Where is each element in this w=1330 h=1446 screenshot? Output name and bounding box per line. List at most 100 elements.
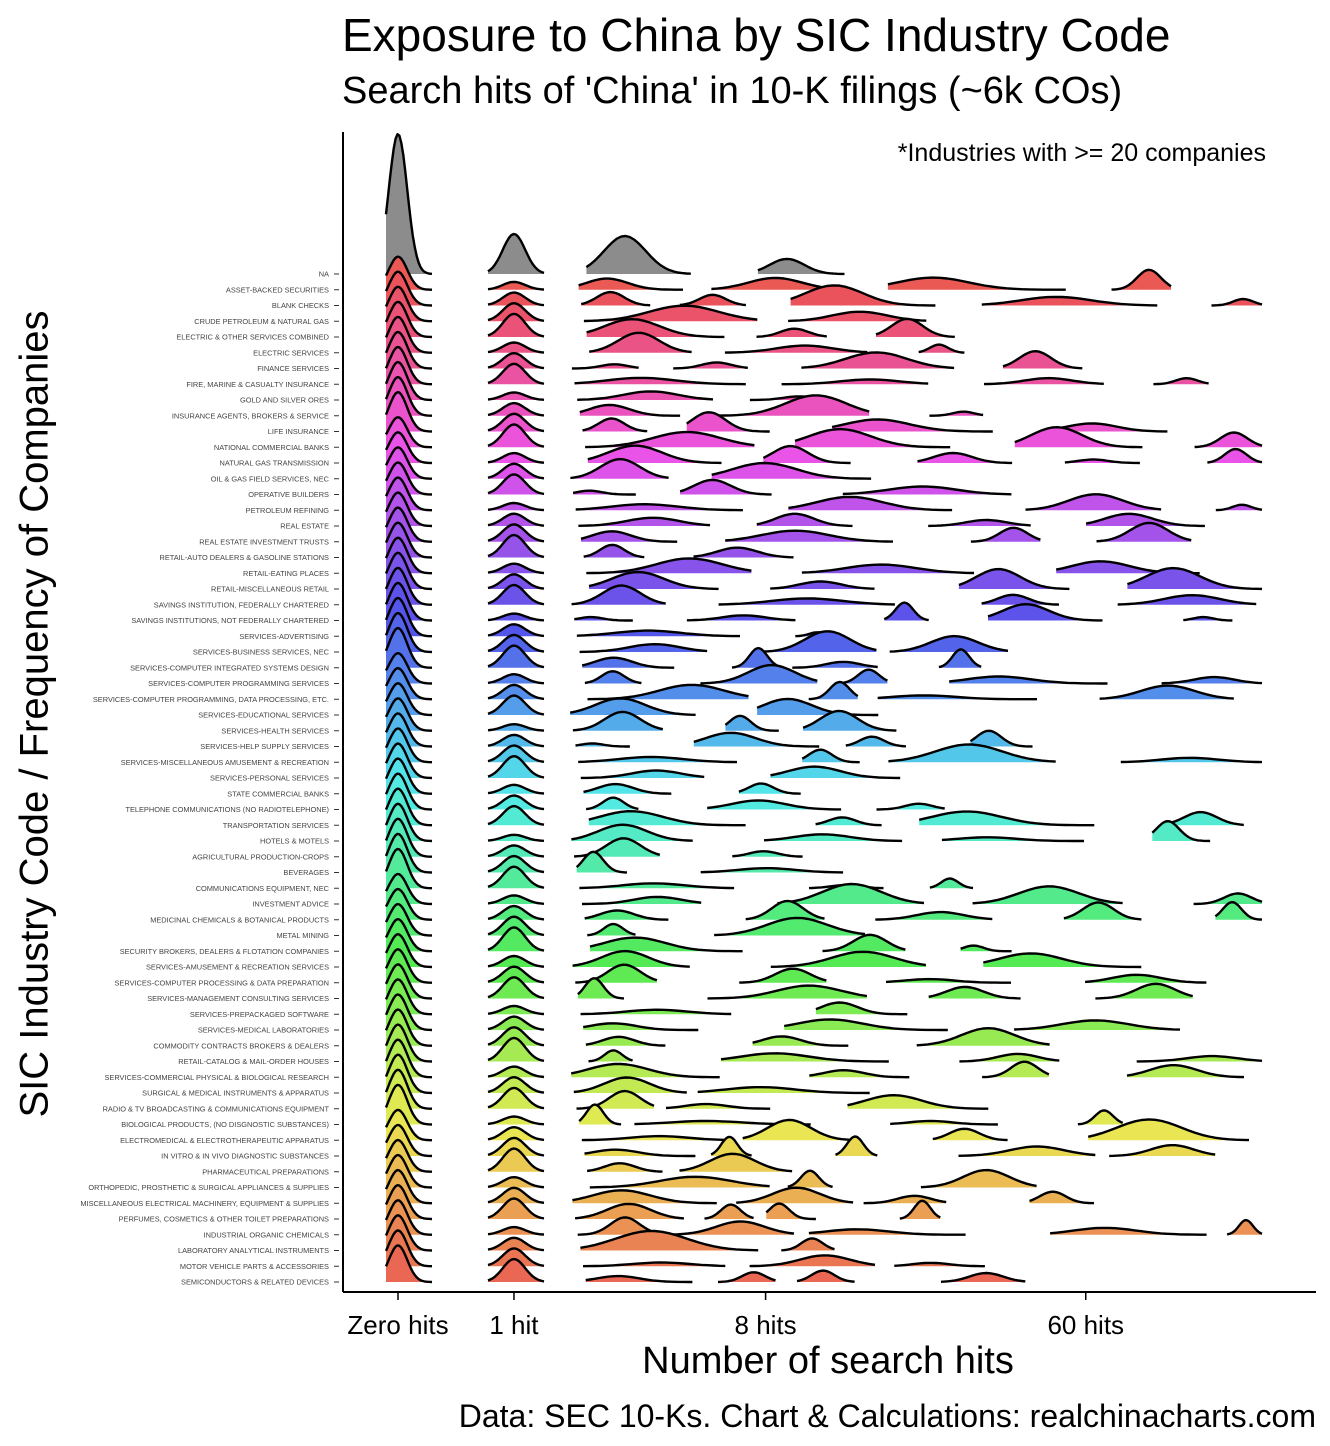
ridge-18-outline-6 [1096,521,1192,543]
y-tick-label: SAVINGS INSTITUTIONS, NOT FEDERALLY CHAR… [131,616,329,625]
ridge-22-outline-2 [487,583,545,606]
y-tick-label: SERVICES-MEDICAL LABORATORIES [198,1026,329,1035]
ridge-36-outline-2 [487,804,545,826]
y-tick-label: SEMICONDUCTORS & RELATED DEVICES [181,1278,329,1287]
ridge-3-outline-7 [1211,297,1263,307]
ridge-16-area-5 [1025,494,1162,511]
ridge-61-outline-1 [384,1184,433,1221]
ridge-3-outline-3 [580,290,651,307]
ridge-45-outline-1 [384,933,433,969]
ridge-20-outline-4 [801,563,975,575]
ridge-30-outline-5 [802,709,897,732]
ridge-61-area-3 [575,1203,684,1219]
ridge-53-outline-1 [384,1053,433,1095]
y-tick-label: PETROLEUM REFINING [246,506,330,515]
y-tick-label: PHARMACEUTICAL PREPARATIONS [202,1167,329,1176]
y-tick-label: STATE COMMERCIAL BANKS [227,789,329,798]
ridge-32-outline-6 [1120,756,1263,764]
ridge-61-area-4 [704,1204,754,1219]
ridge-51-outline-3 [588,1049,633,1063]
ridge-58-outline-2 [487,1147,545,1173]
ridge-41-outline-6 [1193,892,1263,906]
ridge-13-outline-1 [384,431,433,465]
ridge-18-outline-1 [384,506,432,543]
ridge-4-outline-1 [384,285,432,323]
ridge-9-outline-3 [577,390,714,401]
ridge-36-area-2 [488,806,544,826]
ridge-62-outline-1 [384,1199,432,1236]
ridge-48 [384,978,908,1016]
ridge-49-area-2 [488,1016,544,1030]
ridge-36-outline-5 [918,810,1095,827]
ridge-41-outline-5 [972,885,1123,905]
ridge-58-outline-3 [586,1162,663,1173]
ridge-38-outline-4 [732,850,803,858]
y-tick-label: IN VITRO & IN VIVO DIAGNOSTIC SUBSTANCES [161,1152,329,1161]
y-tick-label: HOTELS & MOTELS [260,837,329,846]
y-tick-label: COMMODITY CONTRACTS BROKERS & DEALERS [153,1041,329,1050]
ridge-33-outline-3 [580,769,705,780]
ridge-49 [384,993,1181,1032]
ridge-11-outline-3 [582,417,648,433]
ridge-21-outline-3 [588,570,719,591]
ridge-3-outline-1 [384,270,433,307]
ridge-63-outline-2 [487,1236,545,1252]
ridge-37-outline-2 [487,833,545,842]
ridge-14-outline-3 [570,457,669,480]
ridge-10-area-2 [488,403,544,416]
ridge-14-area-2 [488,463,544,479]
ridge-43-area-4 [714,917,865,936]
ridge-52-area-3 [571,1064,720,1078]
ridge-37-outline-5 [941,836,1084,843]
ridge-15-outline-5 [842,485,1012,496]
ridge-65-area-1 [386,1245,432,1282]
ridge-62-outline-7 [1226,1218,1263,1236]
ridge-36-area-4 [815,817,882,826]
ridge-13-outline-6 [1064,458,1140,465]
ridge-19-area-2 [488,535,544,558]
ridge-9-outline-1 [384,360,433,402]
ridge-12-outline-2 [487,423,545,448]
ridge-42-area-2 [488,906,544,920]
ridge-51 [384,1023,1263,1063]
ridge-58-area-2 [488,1148,544,1172]
y-tick-label: SERVICES-BUSINESS SERVICES, NEC [193,648,330,657]
ridge-22-outline-6 [1117,594,1257,606]
ridge-1-outline-2 [487,232,545,275]
ridge-1-outline-3 [585,234,691,275]
ridge-3-outline-4 [679,293,746,307]
ridge-56-area-6 [1088,1119,1249,1141]
y-axis: NA ASSET-BACKED SECURITIES BLANK CHECKS CRU… [80,270,339,1287]
ridge-12-area-5 [1014,427,1143,448]
ridge-49-area-3 [583,1023,699,1030]
ridge-49-outline-2 [487,1015,545,1031]
ridge-8-outline-1 [384,345,432,386]
y-tick-label: LIFE INSURANCE [268,427,329,436]
ridge-40-outline-1 [384,847,432,890]
ridge-50-outline-4 [752,1035,849,1047]
y-tick-label: RETAIL-EATING PLACES [243,569,329,578]
y-tick-label: SERVICES-COMPUTER PROCESSING & DATA PREP… [115,978,330,987]
ridge-15 [384,461,1012,496]
ridge-60 [384,1168,1095,1205]
y-tick-label: CRUDE PETROLEUM & NATURAL GAS [194,317,329,326]
ridge-57-outline-1 [384,1123,433,1158]
ridge-35-outline-5 [876,802,945,811]
ridge-29-outline-1 [384,682,433,717]
ridge-7-outline-1 [384,330,433,370]
ridge-19-area-3 [583,544,645,558]
ridge-32-area-4 [802,749,860,763]
ridge-26-outline-5 [792,660,878,669]
ridge-16-outline-3 [575,503,743,512]
ridge-22 [384,566,1257,606]
ridge-41-outline-3 [581,895,702,906]
ridge-48-outline-1 [384,978,432,1016]
ridge-26-outline-2 [487,644,545,669]
ridge-42-outline-7 [1214,901,1263,921]
ridge-37 [384,802,1211,843]
ridge-37-outline-3 [571,823,693,842]
ridge-65-outline-5 [796,1269,855,1283]
y-tick-label: SERVICES-AMUSEMENT & RECREATION SERVICES [146,963,329,972]
ridge-32-outline-1 [384,727,432,764]
ridge-56-outline-2 [487,1126,545,1142]
